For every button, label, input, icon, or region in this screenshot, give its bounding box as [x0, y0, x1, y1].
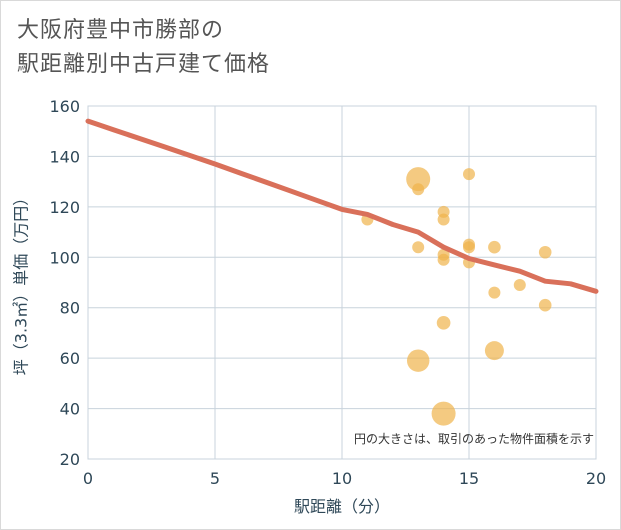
- bubble-point: [488, 240, 501, 254]
- y-tick-label: 160: [49, 97, 80, 116]
- chart-title-line-2: 駅距離別中古戸建て価格: [17, 52, 271, 77]
- x-tick-label: 10: [332, 469, 352, 488]
- x-tick-label: 0: [83, 469, 93, 488]
- bubble-point: [463, 168, 475, 181]
- bubble-size-note: 円の大きさは、取引のあった物件面積を示す: [354, 431, 594, 446]
- bubble-point: [437, 253, 450, 266]
- y-tick-label: 80: [60, 299, 80, 318]
- bubble-point: [406, 167, 431, 192]
- bubble-point: [484, 341, 504, 361]
- y-tick-label: 60: [60, 349, 80, 368]
- y-tick-label: 40: [60, 400, 80, 419]
- y-tick-label: 20: [60, 450, 80, 469]
- bubble-point: [488, 286, 501, 299]
- x-tick-label: 20: [586, 469, 606, 488]
- x-tick-label: 5: [210, 469, 220, 488]
- bubble-point: [406, 349, 430, 372]
- bubble-point: [513, 279, 526, 292]
- bubble-point: [412, 241, 425, 254]
- x-axis-title: 駅距離（分）: [294, 497, 390, 516]
- trend-line-series: [85, 118, 599, 294]
- bubble-point: [412, 183, 425, 196]
- bubble-point: [538, 245, 552, 259]
- y-tick-label: 100: [49, 248, 80, 267]
- chart-title: 大阪府豊中市勝部の 駅距離別中古戸建て価格: [17, 14, 270, 82]
- tick-labels: 0 5 10 15 20 20 40 60 80 100 120 140 160: [49, 97, 606, 488]
- bubble-point: [538, 298, 552, 312]
- bubble-point: [431, 401, 456, 426]
- y-tick-label: 140: [49, 147, 80, 166]
- trend-line: [85, 118, 599, 294]
- bubble-series: [361, 167, 552, 426]
- plot-area-border: [87, 105, 597, 460]
- y-tick-label: 120: [49, 198, 80, 217]
- bubble-point: [463, 241, 475, 254]
- y-axis-title: 坪（3.3㎡）単価（万円）: [12, 190, 31, 375]
- bubble-point: [436, 316, 451, 330]
- bubble-point: [437, 213, 450, 226]
- x-tick-label: 15: [459, 469, 479, 488]
- chart-title-line-1: 大阪府豊中市勝部の: [17, 18, 225, 43]
